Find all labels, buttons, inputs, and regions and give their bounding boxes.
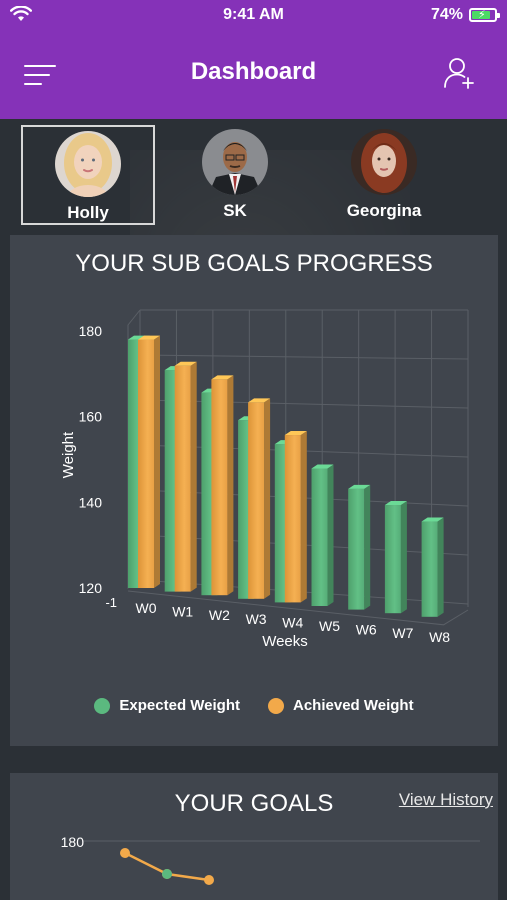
achieved-weight-bar-side (154, 335, 160, 588)
nav-bar: Dashboard (0, 30, 507, 119)
expected-weight-bar-top (348, 484, 371, 489)
expected-weight-bar-front (348, 488, 365, 610)
sub-goals-progress-card: YOUR SUB GOALS PROGRESS 180 160 140 120 -1 We… (10, 235, 498, 746)
achieved-weight-bar-side (300, 431, 307, 603)
status-time: 9:41 AM (223, 6, 284, 23)
expected-weight-bar[interactable] (311, 464, 334, 607)
x-tick-label: W3 (246, 611, 267, 627)
achieved-weight-bar-front (174, 365, 191, 592)
profile-name: SK (223, 201, 247, 220)
profile-name: Holly (67, 203, 109, 222)
expected-weight-bar[interactable] (384, 501, 407, 614)
x-tick-label: W1 (172, 604, 193, 620)
view-history-link[interactable]: View History (398, 790, 493, 809)
avatar (202, 129, 268, 195)
achieved-weight-bar-side (190, 361, 197, 592)
x-tick-label: W6 (356, 622, 377, 638)
expected-weight-bar-top (421, 517, 444, 522)
expected-weight-bar-front (384, 505, 401, 614)
expected-weight-bar[interactable] (421, 517, 444, 617)
legend-expected-weight[interactable]: Expected Weight (94, 697, 240, 714)
achieved-weight-bar[interactable] (138, 335, 160, 588)
expected-weight-bar-top (311, 464, 334, 469)
achieved-weight-bar-top (138, 335, 160, 340)
y-tick-label: 180 (79, 323, 103, 339)
legend-dot-achieved (268, 697, 284, 714)
achieved-weight-bar-side (264, 398, 271, 599)
expected-weight-bar-side (327, 464, 334, 606)
achieved-weight-bar-front (284, 435, 301, 603)
legend-achieved-weight[interactable]: Achieved Weight (268, 697, 414, 714)
goals-title: YOUR GOALS (174, 790, 334, 817)
x-tick-label: W8 (429, 629, 450, 645)
x-tick-label: W5 (319, 618, 340, 634)
profile-selector: Holly SK (0, 119, 507, 231)
avatar (351, 129, 417, 195)
legend-label-achieved: Achieved Weight (293, 697, 414, 714)
x-tick-label: W0 (136, 600, 157, 616)
expected-weight-bar-front (421, 521, 438, 617)
profile-name: Georgina (346, 201, 422, 220)
goal-point (120, 848, 130, 858)
grid-line (127, 590, 469, 626)
add-user-icon[interactable] (443, 56, 477, 90)
goal-point (162, 869, 172, 879)
y-tick-label: -1 (105, 595, 117, 610)
chart-legend: Expected Weight Achieved Weight (10, 697, 498, 714)
profile-georgina[interactable]: Georgina (317, 125, 451, 225)
expected-weight-bar-top (384, 501, 407, 506)
y-tick-label: 180 (61, 834, 85, 850)
y-tick-label: 120 (79, 580, 103, 596)
sub-goals-title: YOUR SUB GOALS PROGRESS (75, 250, 433, 277)
hamburger-menu-icon[interactable] (24, 63, 56, 87)
x-tick-label: W2 (209, 607, 230, 623)
avatar (55, 131, 121, 197)
achieved-weight-bar-front (138, 339, 154, 588)
goals-line-chart: 180 (61, 834, 480, 885)
page-title: Dashboard (190, 58, 317, 85)
achieved-weight-bar[interactable] (211, 375, 234, 596)
y-axis-title: Weight (60, 431, 77, 478)
battery-percentage: 74% (430, 6, 463, 23)
expected-weight-bar-side (364, 484, 371, 610)
x-tick-label: W4 (282, 614, 303, 630)
x-tick-label: W7 (392, 625, 413, 641)
legend-label-expected: Expected Weight (119, 697, 240, 714)
profile-holly[interactable]: Holly (21, 125, 155, 225)
expected-weight-bar-side (400, 501, 407, 614)
achieved-weight-bar-top (248, 398, 271, 403)
wifi-icon (10, 6, 32, 21)
battery-icon: ⚡ (469, 8, 500, 22)
achieved-weight-bar-side (227, 375, 234, 596)
grid-line (139, 354, 469, 360)
y-tick-label: 140 (79, 494, 103, 510)
achieved-weight-bar[interactable] (284, 431, 307, 603)
goal-point (204, 875, 214, 885)
profile-sk[interactable]: SK (168, 125, 302, 225)
sub-goals-bar-chart: 180 160 140 120-1 Weight Weeks W0 W1 W2 W3 W4 W5 W6 W… (60, 309, 469, 650)
expected-weight-bar-side (437, 517, 444, 617)
achieved-weight-bar[interactable] (174, 361, 197, 592)
status-bar: 9:41 AM 74% ⚡ (0, 0, 507, 30)
legend-dot-expected (94, 697, 111, 714)
expected-weight-bar-front (311, 468, 328, 606)
achieved-weight-bar-front (211, 379, 228, 596)
your-goals-card: YOUR GOALS View History 180 (10, 773, 498, 900)
achieved-weight-bar-front (248, 402, 265, 599)
achieved-weight-bar[interactable] (248, 398, 271, 599)
achieved-weight-bar-top (284, 431, 307, 436)
achieved-weight-bar-top (211, 375, 234, 380)
y-tick-label: 160 (79, 409, 103, 425)
x-axis-title: Weeks (262, 633, 308, 650)
achieved-weight-bar-top (174, 361, 197, 366)
expected-weight-bar[interactable] (348, 484, 371, 610)
